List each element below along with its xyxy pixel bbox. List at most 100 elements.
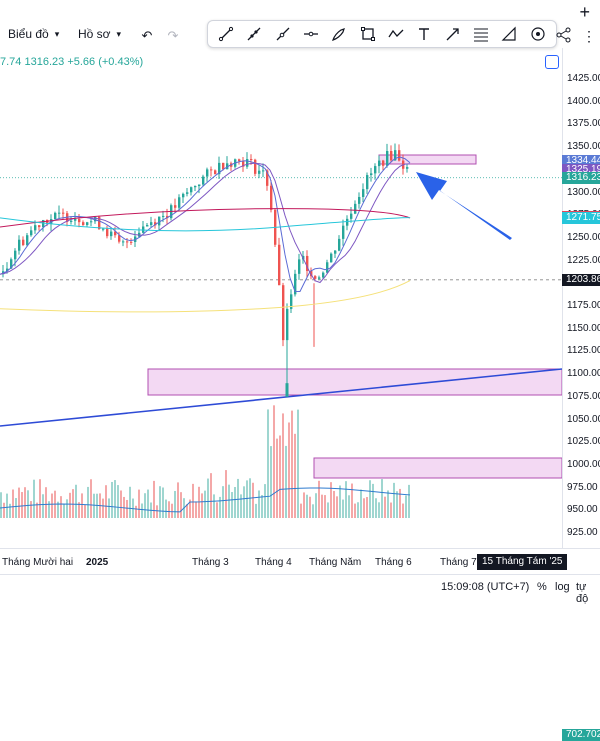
- volume-bar: [366, 497, 368, 518]
- chart-type-dropdown[interactable]: Biểu đồ ▾: [8, 27, 59, 41]
- price-axis[interactable]: [562, 48, 600, 548]
- arrow-icon[interactable]: [443, 24, 463, 44]
- volume-bar: [189, 499, 191, 518]
- candle-body: [102, 228, 105, 230]
- percent-toggle[interactable]: %: [537, 581, 547, 593]
- eye-icon[interactable]: [528, 24, 548, 44]
- brush-icon[interactable]: [329, 24, 349, 44]
- candle-body: [178, 197, 181, 208]
- candle-body: [118, 235, 121, 242]
- candle-body: [290, 294, 293, 309]
- rectangle-icon[interactable]: [358, 24, 378, 44]
- trend-line: [0, 368, 562, 427]
- volume-bar: [162, 487, 164, 518]
- candle-body: [30, 230, 33, 236]
- volume-bar: [342, 499, 344, 518]
- fib-retracement-icon[interactable]: [471, 24, 491, 44]
- volume-bar: [402, 503, 404, 518]
- clock-time[interactable]: 15:09:08 (UTC+7): [441, 581, 530, 593]
- cursor-date-tag: 15 Tháng Tám '25: [477, 554, 568, 570]
- candle-body: [338, 238, 341, 251]
- volume-bar: [324, 495, 326, 518]
- volume-bar: [153, 480, 155, 518]
- text-icon[interactable]: [414, 24, 434, 44]
- top-bar: +: [0, 0, 600, 22]
- ray-icon[interactable]: [244, 24, 264, 44]
- chart-type-label: Biểu đồ: [8, 27, 49, 41]
- undo-icon[interactable]: ↶: [141, 28, 153, 43]
- price-tick-label: 1225.00: [567, 254, 600, 266]
- redo-icon[interactable]: ↷: [167, 28, 179, 43]
- volume-bar: [291, 410, 293, 518]
- path-icon[interactable]: [386, 24, 406, 44]
- volume-bar: [15, 498, 17, 518]
- volume-bar: [168, 501, 170, 518]
- candle-body: [14, 250, 17, 260]
- price-tag: 1203.86: [562, 273, 600, 286]
- candle-body: [250, 159, 253, 161]
- auto-toggle[interactable]: tự độ: [576, 581, 589, 605]
- candle-body: [346, 218, 349, 226]
- price-chart[interactable]: [0, 48, 562, 548]
- candle-body: [306, 255, 309, 271]
- candle-body: [350, 213, 353, 219]
- legend-last-value: 7.74: [0, 56, 22, 68]
- volume-bar: [246, 480, 248, 518]
- price-tick-label: 1375.00: [567, 118, 600, 130]
- price-tag: 1316.23: [562, 171, 600, 184]
- candle-body: [194, 186, 197, 188]
- candle-body: [270, 185, 273, 210]
- measure-icon[interactable]: [499, 24, 519, 44]
- volume-bar: [93, 493, 95, 518]
- volume-bar: [222, 486, 224, 518]
- horizontal-line-icon[interactable]: [301, 24, 321, 44]
- volume-bar: [228, 484, 230, 518]
- price-tick-label: 1050.00: [567, 413, 600, 425]
- volume-bar: [147, 489, 149, 518]
- volume-bar: [237, 478, 239, 518]
- volume-bar: [0, 492, 2, 518]
- volume-bar: [357, 502, 359, 518]
- candle-body: [266, 170, 269, 186]
- log-toggle[interactable]: log: [555, 581, 570, 593]
- candle-body: [98, 216, 101, 229]
- price-tick-label: 1075.00: [567, 390, 600, 402]
- volume-bar: [363, 498, 365, 518]
- volume-bar: [273, 405, 275, 518]
- price-tick-label: 1100.00: [567, 368, 600, 380]
- price-tag: 1271.75: [562, 212, 600, 225]
- price-tag: 702.702: [562, 728, 600, 741]
- volume-bar: [213, 494, 215, 518]
- price-tick-label: 1300.00: [567, 186, 600, 198]
- profile-dropdown[interactable]: Hồ sơ ▾: [78, 27, 121, 41]
- candle-body: [74, 218, 77, 221]
- volume-bar: [63, 503, 65, 518]
- volume-bar: [378, 502, 380, 518]
- candle-body: [182, 193, 185, 198]
- candle-body: [398, 150, 401, 161]
- trend-line-icon[interactable]: [216, 24, 236, 44]
- volume-bar: [30, 501, 32, 518]
- price-tick-label: 1175.00: [567, 300, 600, 311]
- candle-body: [46, 219, 49, 224]
- volume-bar: [186, 504, 188, 518]
- volume-bar: [171, 503, 173, 518]
- volume-bar: [57, 501, 59, 518]
- candle-body: [154, 222, 157, 226]
- candle-body: [334, 250, 337, 254]
- candle-body: [222, 162, 225, 170]
- share-icon[interactable]: [556, 27, 574, 45]
- plus-icon[interactable]: +: [579, 2, 590, 22]
- candle-body: [166, 215, 169, 219]
- candle-body: [285, 383, 289, 397]
- volume-bar: [174, 490, 176, 518]
- volume-bar: [177, 482, 179, 518]
- extended-line-icon[interactable]: [273, 24, 293, 44]
- volume-bar: [348, 495, 350, 518]
- candle-body: [246, 159, 249, 167]
- volume-bar: [18, 487, 20, 518]
- chart-settings-icon[interactable]: [545, 55, 559, 69]
- more-icon[interactable]: ⋮: [582, 28, 596, 44]
- price-tick-label: 925.00: [567, 527, 598, 538]
- volume-bar: [405, 495, 407, 518]
